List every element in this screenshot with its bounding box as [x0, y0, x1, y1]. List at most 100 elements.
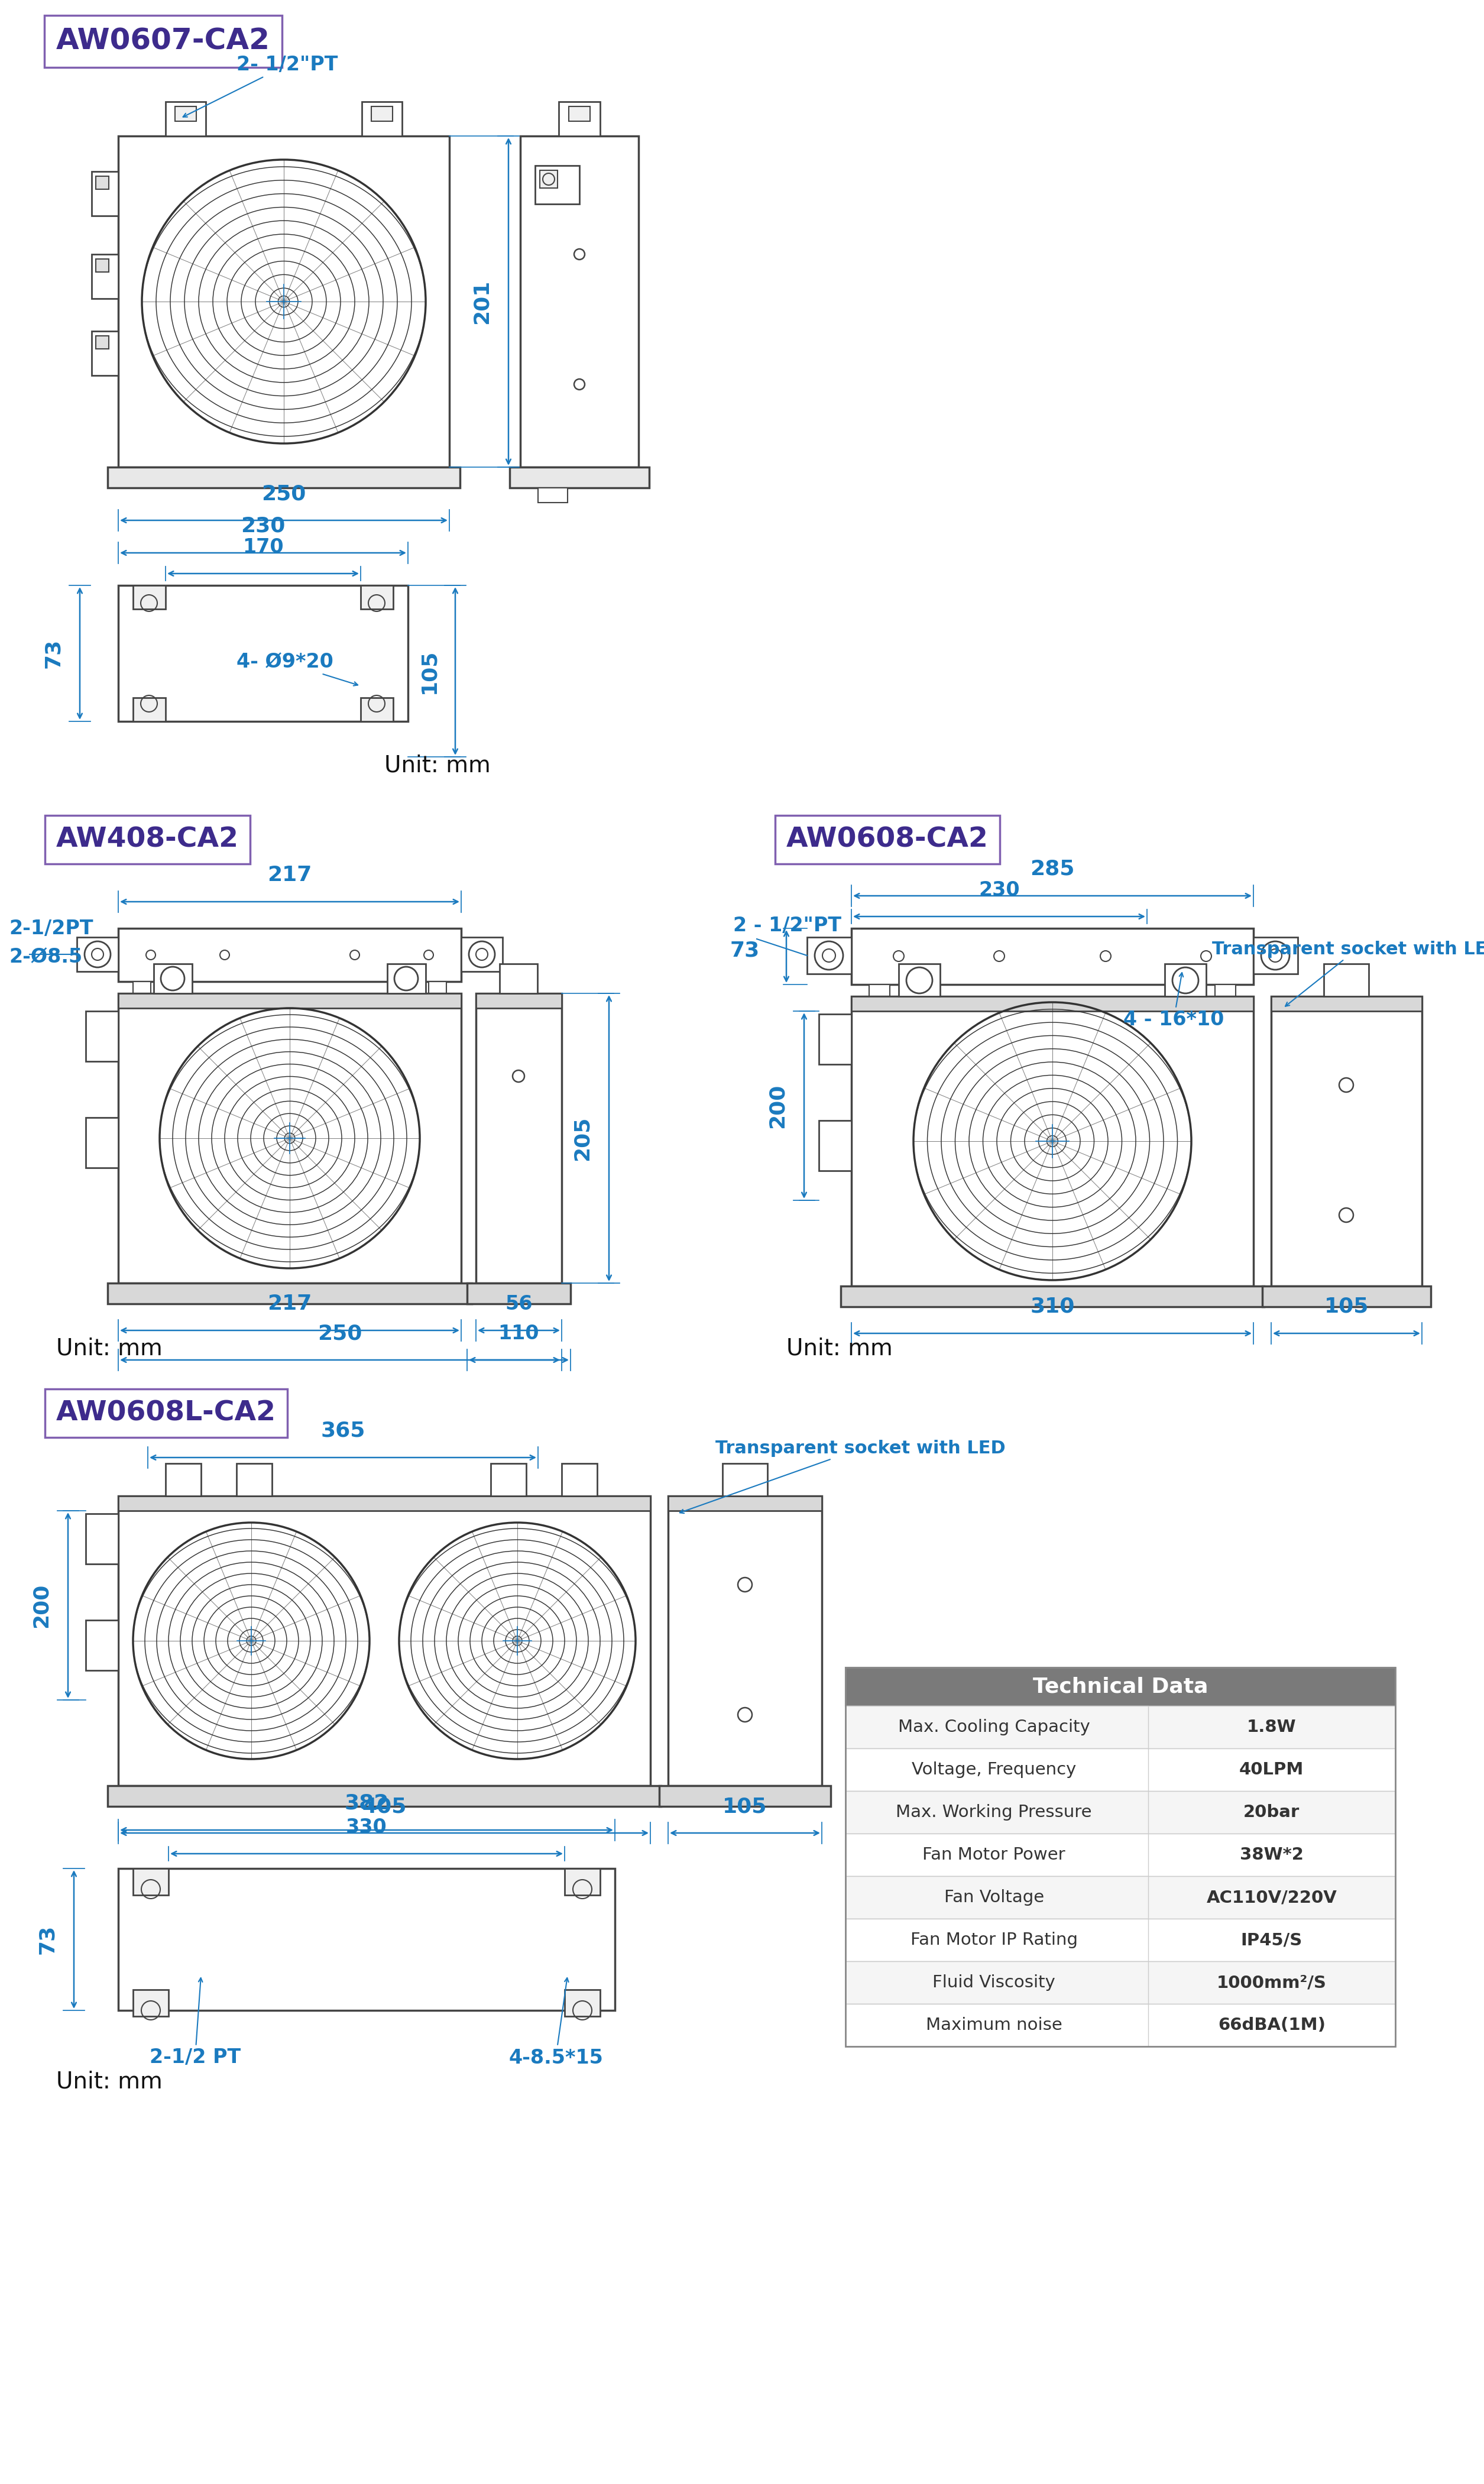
Bar: [1272, 996, 1422, 1011]
Bar: [536, 166, 579, 204]
Bar: [846, 1749, 1395, 1791]
Text: 382: 382: [344, 1793, 389, 1813]
Text: 310: 310: [1030, 1297, 1074, 1317]
Bar: [119, 994, 462, 1284]
Bar: [134, 586, 166, 609]
Bar: [86, 1513, 119, 1565]
Bar: [846, 1962, 1395, 2005]
Text: Unit: mm: Unit: mm: [384, 755, 491, 777]
Bar: [846, 1918, 1395, 1962]
Text: 2 - 1/2"PT: 2 - 1/2"PT: [733, 917, 841, 936]
Text: 200: 200: [31, 1582, 52, 1627]
Bar: [846, 2005, 1149, 2047]
Text: Max. Cooling Capacity: Max. Cooling Capacity: [898, 1719, 1089, 1736]
Bar: [86, 1620, 119, 1669]
Bar: [846, 1833, 1395, 1875]
Bar: [846, 1667, 1395, 1707]
Text: 73: 73: [43, 638, 64, 668]
Bar: [119, 586, 408, 720]
Text: Technical Data: Technical Data: [1033, 1677, 1208, 1697]
Bar: [92, 330, 119, 375]
Bar: [476, 994, 561, 1009]
Bar: [134, 1990, 169, 2017]
Text: 56: 56: [505, 1294, 533, 1314]
Text: 230: 230: [240, 517, 285, 537]
Text: 105: 105: [1324, 1297, 1368, 1317]
Bar: [846, 1918, 1149, 1962]
Text: Voltage, Frequency: Voltage, Frequency: [911, 1761, 1076, 1779]
Text: 217: 217: [267, 864, 312, 884]
Bar: [476, 994, 561, 1284]
Bar: [77, 936, 119, 971]
Text: IP45/S: IP45/S: [1241, 1933, 1303, 1947]
Bar: [870, 984, 890, 1001]
Text: 365: 365: [321, 1421, 365, 1441]
Bar: [846, 1749, 1149, 1791]
Text: 2-1/2 PT: 2-1/2 PT: [150, 1977, 240, 2067]
Bar: [807, 936, 852, 974]
Text: 1000mm²/S: 1000mm²/S: [1217, 1975, 1327, 1990]
Bar: [96, 258, 108, 271]
Bar: [668, 1495, 822, 1510]
Bar: [236, 1463, 272, 1495]
Bar: [561, 1463, 597, 1495]
Text: 20bar: 20bar: [1244, 1803, 1300, 1821]
Bar: [1324, 964, 1368, 996]
Text: 250: 250: [261, 484, 306, 504]
Bar: [462, 936, 503, 971]
Text: 73: 73: [37, 1925, 58, 1955]
Bar: [852, 929, 1254, 984]
Bar: [564, 1868, 600, 1895]
Text: 217: 217: [267, 1294, 312, 1314]
Bar: [108, 1786, 660, 1806]
Text: 105: 105: [418, 648, 439, 693]
Text: AW0608L-CA2: AW0608L-CA2: [56, 1401, 276, 1426]
Text: 230: 230: [978, 879, 1020, 899]
Bar: [361, 698, 393, 720]
Bar: [846, 1707, 1395, 1749]
Text: 110: 110: [499, 1324, 539, 1344]
Bar: [540, 171, 558, 189]
Bar: [846, 1875, 1395, 1918]
Text: 73: 73: [730, 939, 760, 961]
Text: 2-1/2PT: 2-1/2PT: [9, 919, 93, 939]
Bar: [852, 996, 1254, 1011]
Bar: [819, 1120, 852, 1170]
Bar: [134, 698, 166, 720]
Bar: [92, 171, 119, 216]
Bar: [509, 467, 649, 487]
Bar: [659, 1786, 831, 1806]
Bar: [108, 1284, 472, 1304]
Bar: [371, 107, 393, 122]
Text: 405: 405: [362, 1796, 407, 1816]
Bar: [846, 1962, 1149, 2005]
Bar: [846, 1791, 1395, 1833]
Text: Transparent socket with LED: Transparent socket with LED: [1212, 941, 1484, 1006]
Text: Fan Voltage: Fan Voltage: [944, 1890, 1043, 1905]
Bar: [852, 996, 1254, 1287]
Bar: [841, 1287, 1264, 1307]
Bar: [1215, 984, 1236, 1001]
Text: 40LPM: 40LPM: [1239, 1761, 1304, 1779]
Bar: [86, 1011, 119, 1061]
Bar: [108, 467, 460, 487]
Text: 205: 205: [573, 1115, 592, 1160]
Text: AC110V/220V: AC110V/220V: [1206, 1890, 1337, 1905]
Text: Unit: mm: Unit: mm: [787, 1336, 892, 1359]
Text: 170: 170: [242, 537, 283, 556]
Bar: [119, 1868, 614, 2010]
Text: 105: 105: [723, 1796, 767, 1816]
Text: AW0607-CA2: AW0607-CA2: [56, 27, 270, 55]
Bar: [1254, 936, 1298, 974]
Text: AW0608-CA2: AW0608-CA2: [787, 827, 988, 852]
Bar: [119, 137, 450, 467]
Bar: [558, 102, 600, 137]
Bar: [846, 2005, 1395, 2047]
Text: Fan Motor IP Rating: Fan Motor IP Rating: [910, 1933, 1077, 1947]
Bar: [92, 253, 119, 298]
Bar: [899, 964, 939, 996]
Text: 2- 1/2"PT: 2- 1/2"PT: [183, 55, 338, 117]
Text: Unit: mm: Unit: mm: [56, 1336, 162, 1359]
Text: 4-8.5*15: 4-8.5*15: [509, 1977, 603, 2067]
Bar: [154, 964, 191, 994]
